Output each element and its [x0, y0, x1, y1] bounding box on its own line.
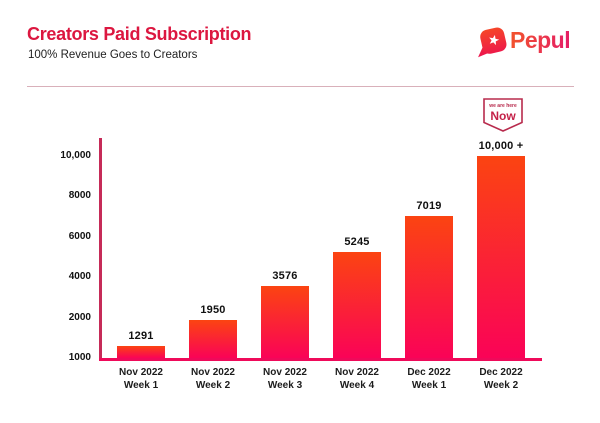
pepul-logo: Pepul	[474, 22, 584, 62]
bar-value-label: 7019	[416, 199, 442, 212]
pepul-logo-wordmark: Pepul	[510, 27, 571, 53]
header-divider	[27, 86, 574, 87]
x-tick-label-line2: Week 1	[411, 380, 447, 391]
bar-value-label: 5245	[344, 235, 370, 248]
x-tick-label-line2: Week 4	[339, 380, 375, 391]
x-tick-label-line2: Week 2	[483, 380, 519, 391]
x-tick-label-line2: Week 3	[267, 380, 303, 391]
bar-value-label: 1950	[200, 303, 226, 316]
pepul-star-bubble-icon	[478, 27, 507, 58]
x-tick-label-line1: Dec 2022	[479, 367, 523, 378]
page-subtitle: 100% Revenue Goes to Creators	[28, 49, 198, 61]
bar-value-label: 1291	[128, 330, 154, 343]
x-tick-label: Nov 2022 Week 1	[99, 366, 183, 392]
y-tick-label: 1000	[68, 352, 91, 363]
now-badge-caption: we are here	[489, 102, 517, 109]
x-tick-label: Dec 2022 Week 1	[387, 366, 471, 392]
bar	[477, 155, 525, 358]
x-tick-label-line2: Week 1	[123, 380, 159, 391]
bar	[189, 319, 237, 358]
x-tick-label-line1: Nov 2022	[119, 367, 163, 378]
x-tick-label: Nov 2022 Week 4	[315, 366, 399, 392]
x-tick-label-line1: Nov 2022	[263, 367, 307, 378]
now-badge: we are here Now	[483, 98, 523, 133]
x-tick-label: Dec 2022 Week 2	[459, 366, 543, 392]
x-tick-label-line2: Week 2	[195, 380, 231, 391]
x-tick-label-line1: Dec 2022	[407, 367, 451, 378]
y-tick-label: 2000	[68, 311, 91, 323]
bar	[261, 285, 309, 358]
x-tick-label: Nov 2022 Week 3	[243, 366, 327, 392]
bar	[117, 346, 165, 358]
bar-value-label: 3576	[272, 269, 298, 282]
x-tick-label-line1: Nov 2022	[335, 367, 379, 378]
y-tick-label: 10,000	[60, 149, 91, 161]
x-tick-label-line1: Nov 2022	[191, 367, 235, 378]
bar	[405, 215, 453, 358]
y-tick-label: 4000	[68, 271, 91, 282]
y-tick-label: 6000	[68, 230, 91, 242]
now-badge-shield-shape	[483, 98, 523, 132]
page-title: Creators Paid Subscription	[27, 24, 252, 44]
y-tick-label: 8000	[68, 190, 91, 201]
x-axis-line	[99, 358, 542, 361]
bar-value-label: 10,000 +	[478, 139, 524, 152]
now-badge-label: Now	[490, 109, 516, 123]
y-axis-line	[99, 138, 102, 361]
bar	[333, 251, 381, 358]
x-tick-label: Nov 2022 Week 2	[171, 366, 255, 392]
